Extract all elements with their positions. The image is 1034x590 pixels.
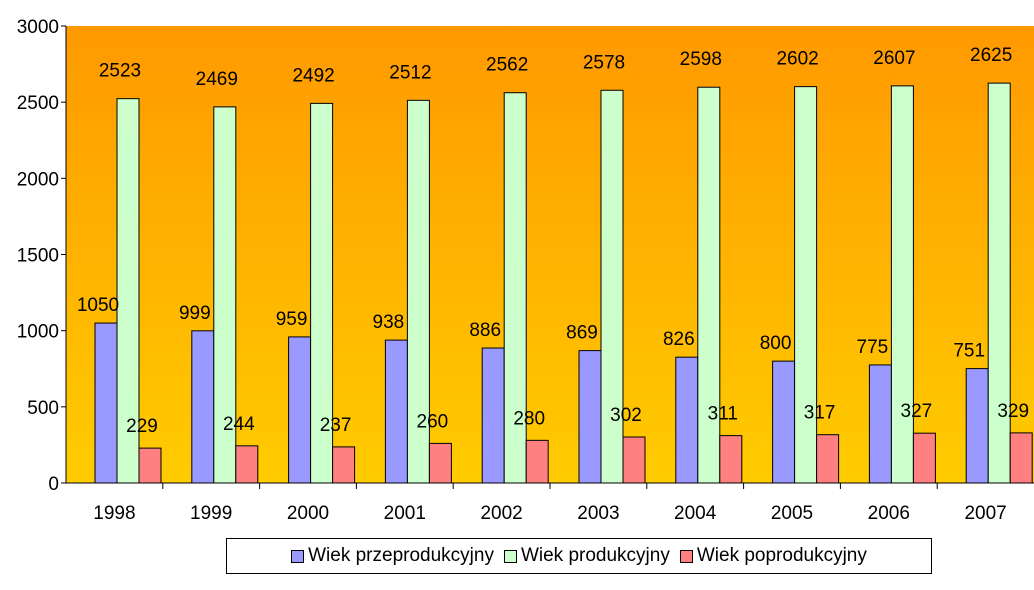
bar <box>428 442 452 484</box>
data-label: 2469 <box>196 69 238 90</box>
bar <box>890 85 914 484</box>
x-tick-label: 1999 <box>190 503 232 524</box>
data-label: 260 <box>417 411 449 432</box>
bar <box>116 98 140 484</box>
data-label: 244 <box>223 414 255 435</box>
data-label: 2492 <box>292 65 334 86</box>
bar <box>697 86 721 484</box>
y-tick-label: 1500 <box>17 246 59 267</box>
data-label: 2512 <box>389 62 431 83</box>
y-tick-label: 2500 <box>17 93 59 114</box>
bar <box>1009 432 1033 484</box>
bar <box>816 434 840 484</box>
bar <box>578 350 602 484</box>
x-tick-label: 2002 <box>480 503 522 524</box>
y-tick-label: 2000 <box>17 169 59 190</box>
bar <box>310 102 334 484</box>
data-label: 826 <box>663 329 695 350</box>
bar <box>288 336 312 484</box>
data-label: 2607 <box>873 48 915 69</box>
legend-swatch <box>291 549 305 563</box>
bar <box>138 447 162 484</box>
bar <box>481 347 505 484</box>
bars <box>94 82 1033 484</box>
data-label: 237 <box>320 415 352 436</box>
bar <box>94 322 118 484</box>
bar <box>525 439 549 484</box>
data-label: 280 <box>513 408 545 429</box>
data-label: 229 <box>126 416 158 437</box>
bar <box>622 436 646 484</box>
data-label: 886 <box>469 320 501 341</box>
bar <box>191 330 215 484</box>
x-tick-label: 2004 <box>674 503 717 524</box>
bar <box>332 446 356 484</box>
data-label: 311 <box>708 404 738 425</box>
bar <box>868 364 892 484</box>
legend-item-przeprodukcyjny: Wiek przeprodukcyjny <box>291 545 494 567</box>
bar <box>503 92 527 484</box>
x-tick-label: 2003 <box>577 503 619 524</box>
data-label: 2562 <box>486 55 528 76</box>
y-tick-label: 3000 <box>17 17 59 38</box>
data-label: 959 <box>276 309 308 330</box>
y-tick-label: 500 <box>27 398 59 419</box>
bar <box>987 82 1011 484</box>
data-label: 327 <box>901 401 933 422</box>
data-label: 800 <box>760 333 792 354</box>
data-label: 329 <box>997 401 1029 422</box>
data-labels: 1050 2523 229 999 2469 244 959 2492 237 938 2512 26… <box>77 45 1029 437</box>
chart-plot: 0 500 1000 1500 2000 2500 3000 1998 1999 2000 200… <box>17 17 1034 524</box>
legend-swatch <box>503 549 517 563</box>
legend-label: Wiek przeprodukcyjny <box>308 545 494 566</box>
data-label: 775 <box>857 337 889 358</box>
data-label: 317 <box>804 403 836 424</box>
x-tick-label: 2005 <box>771 503 813 524</box>
legend-label: Wiek produkcyjny <box>520 545 670 566</box>
data-label: 2602 <box>776 49 818 70</box>
x-axis: 1998 1999 2000 2001 2002 2003 2004 2005 2006 2007 <box>66 482 1034 524</box>
data-label: 751 <box>953 341 985 362</box>
bar <box>965 368 989 484</box>
data-label: 938 <box>373 312 405 333</box>
x-tick-label: 2001 <box>384 503 426 524</box>
data-label: 999 <box>179 303 211 324</box>
x-tick-label: 2000 <box>287 503 329 524</box>
bar <box>912 432 936 484</box>
bar <box>772 360 796 484</box>
bar <box>719 435 743 484</box>
bar <box>675 356 699 484</box>
y-axis: 0 500 1000 1500 2000 2500 3000 <box>17 17 67 495</box>
bar <box>794 86 818 484</box>
data-label: 869 <box>566 323 598 344</box>
data-label: 1050 <box>77 295 119 316</box>
legend-item-produkcyjny: Wiek produkcyjny <box>503 545 670 567</box>
bar <box>384 339 408 484</box>
legend-label: Wiek poprodukcyjny <box>696 545 867 566</box>
x-tick-label: 2006 <box>868 503 910 524</box>
legend-item-poprodukcyjny: Wiek poprodukcyjny <box>679 545 867 567</box>
data-label: 2598 <box>680 49 722 70</box>
data-label: 2578 <box>583 52 625 73</box>
bar <box>213 106 237 484</box>
bar <box>600 89 624 484</box>
y-tick-label: 1000 <box>17 322 59 343</box>
legend: Wiek przeprodukcyjny Wiek produkcyjny Wi… <box>226 538 932 574</box>
legend-swatch <box>679 549 693 563</box>
data-label: 302 <box>610 405 642 426</box>
y-tick-label: 0 <box>48 474 59 495</box>
bar <box>406 99 430 484</box>
x-tick-label: 2007 <box>964 503 1006 524</box>
data-label: 2523 <box>99 61 141 82</box>
bar <box>235 445 259 484</box>
data-label: 2625 <box>970 45 1012 66</box>
x-tick-label: 1998 <box>93 503 135 524</box>
